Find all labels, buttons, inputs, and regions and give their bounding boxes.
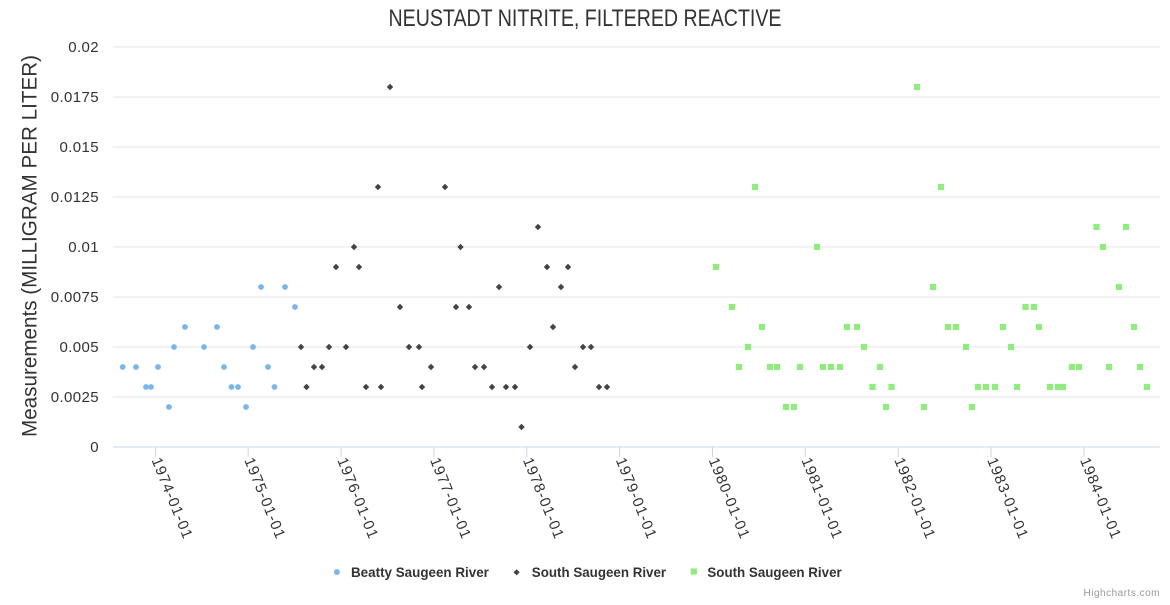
svg-text:South Saugeen River: South Saugeen River: [532, 564, 667, 580]
svg-text:NEUSTADT NITRITE, FILTERED REA: NEUSTADT NITRITE, FILTERED REACTIVE: [389, 5, 782, 32]
svg-text:Measurements (MILLIGRAM PER LI: Measurements (MILLIGRAM PER LITER): [19, 55, 42, 437]
svg-text:0.0075: 0.0075: [51, 289, 99, 306]
svg-text:0.0125: 0.0125: [51, 189, 99, 206]
svg-text:South Saugeen River: South Saugeen River: [707, 564, 842, 580]
svg-text:0.02: 0.02: [68, 39, 99, 56]
svg-text:0.0175: 0.0175: [51, 89, 99, 106]
svg-text:0.0025: 0.0025: [51, 389, 99, 406]
svg-text:0.015: 0.015: [59, 139, 99, 156]
svg-text:Beatty Saugeen River: Beatty Saugeen River: [351, 564, 489, 580]
svg-text:0.005: 0.005: [59, 339, 99, 356]
svg-text:0.01: 0.01: [68, 239, 99, 256]
svg-text:Highcharts.com: Highcharts.com: [1084, 588, 1160, 599]
svg-text:0: 0: [90, 439, 99, 456]
